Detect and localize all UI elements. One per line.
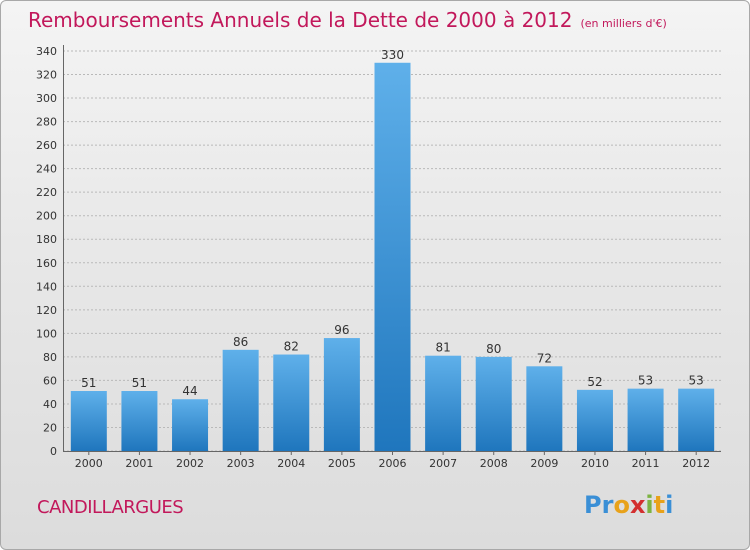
logo-letter: o bbox=[613, 491, 630, 519]
y-tick-label: 40 bbox=[43, 398, 57, 411]
y-tick-label: 20 bbox=[43, 421, 57, 434]
data-label: 72 bbox=[537, 351, 552, 365]
proxiti-logo: Proxiti bbox=[584, 491, 673, 519]
y-tick-label: 200 bbox=[36, 210, 57, 223]
bar bbox=[374, 62, 411, 451]
bar bbox=[576, 389, 613, 451]
x-tick-label: 2008 bbox=[480, 457, 508, 470]
bar bbox=[475, 356, 512, 451]
y-tick-label: 160 bbox=[36, 257, 57, 270]
y-tick-label: 140 bbox=[36, 280, 57, 293]
logo-letter: P bbox=[584, 491, 602, 519]
data-label: 80 bbox=[486, 342, 501, 356]
y-tick-label: 260 bbox=[36, 139, 57, 152]
bar bbox=[425, 355, 462, 451]
y-tick-label: 100 bbox=[36, 327, 57, 340]
x-tick-label: 2010 bbox=[581, 457, 609, 470]
y-tick-label: 320 bbox=[36, 69, 57, 82]
logo-letter: x bbox=[629, 491, 646, 519]
x-tick-label: 2001 bbox=[125, 457, 153, 470]
bar bbox=[172, 399, 209, 451]
commune-name: CANDILLARGUES bbox=[37, 497, 184, 518]
x-tick-label: 2003 bbox=[227, 457, 255, 470]
x-tick-label: 2009 bbox=[530, 457, 558, 470]
bar bbox=[273, 354, 310, 451]
bar bbox=[323, 338, 360, 451]
bar bbox=[526, 366, 563, 451]
data-label: 51 bbox=[132, 376, 147, 390]
logo-letter: t bbox=[653, 491, 666, 519]
y-tick-label: 300 bbox=[36, 92, 57, 105]
bar bbox=[121, 391, 158, 451]
x-tick-label: 2004 bbox=[277, 457, 305, 470]
data-label: 51 bbox=[81, 376, 96, 390]
data-label: 82 bbox=[284, 340, 299, 354]
data-label: 330 bbox=[381, 48, 404, 62]
y-tick-label: 80 bbox=[43, 351, 57, 364]
chart-title: Remboursements Annuels de la Dette de 20… bbox=[28, 8, 667, 32]
y-tick-label: 220 bbox=[36, 186, 57, 199]
bar bbox=[222, 349, 259, 451]
y-tick-label: 280 bbox=[36, 116, 57, 129]
y-tick-label: 0 bbox=[50, 445, 57, 458]
data-label: 53 bbox=[638, 374, 653, 388]
data-label: 86 bbox=[233, 335, 248, 349]
data-label: 53 bbox=[689, 374, 704, 388]
x-tick-label: 2002 bbox=[176, 457, 204, 470]
logo-letter: i bbox=[645, 491, 654, 519]
chart-title-text: Remboursements Annuels de la Dette de 20… bbox=[28, 8, 573, 32]
y-tick-label: 340 bbox=[36, 45, 57, 58]
x-tick-label: 2006 bbox=[379, 457, 407, 470]
data-label: 44 bbox=[182, 384, 197, 398]
y-tick-label: 180 bbox=[36, 233, 57, 246]
data-label: 52 bbox=[587, 375, 602, 389]
x-tick-label: 2000 bbox=[75, 457, 103, 470]
bar bbox=[627, 388, 664, 451]
bar bbox=[678, 388, 715, 451]
x-tick-label: 2007 bbox=[429, 457, 457, 470]
data-label: 81 bbox=[435, 341, 450, 355]
data-label: 96 bbox=[334, 323, 349, 337]
chart-unit: (en milliers d'€) bbox=[580, 17, 667, 30]
logo-letter: i bbox=[665, 491, 674, 519]
y-tick-label: 120 bbox=[36, 304, 57, 317]
x-tick-label: 2012 bbox=[682, 457, 710, 470]
y-tick-label: 60 bbox=[43, 374, 57, 387]
x-tick-label: 2011 bbox=[632, 457, 660, 470]
x-tick-label: 2005 bbox=[328, 457, 356, 470]
y-tick-label: 240 bbox=[36, 163, 57, 176]
bar bbox=[70, 391, 107, 451]
logo-letter: r bbox=[601, 491, 614, 519]
